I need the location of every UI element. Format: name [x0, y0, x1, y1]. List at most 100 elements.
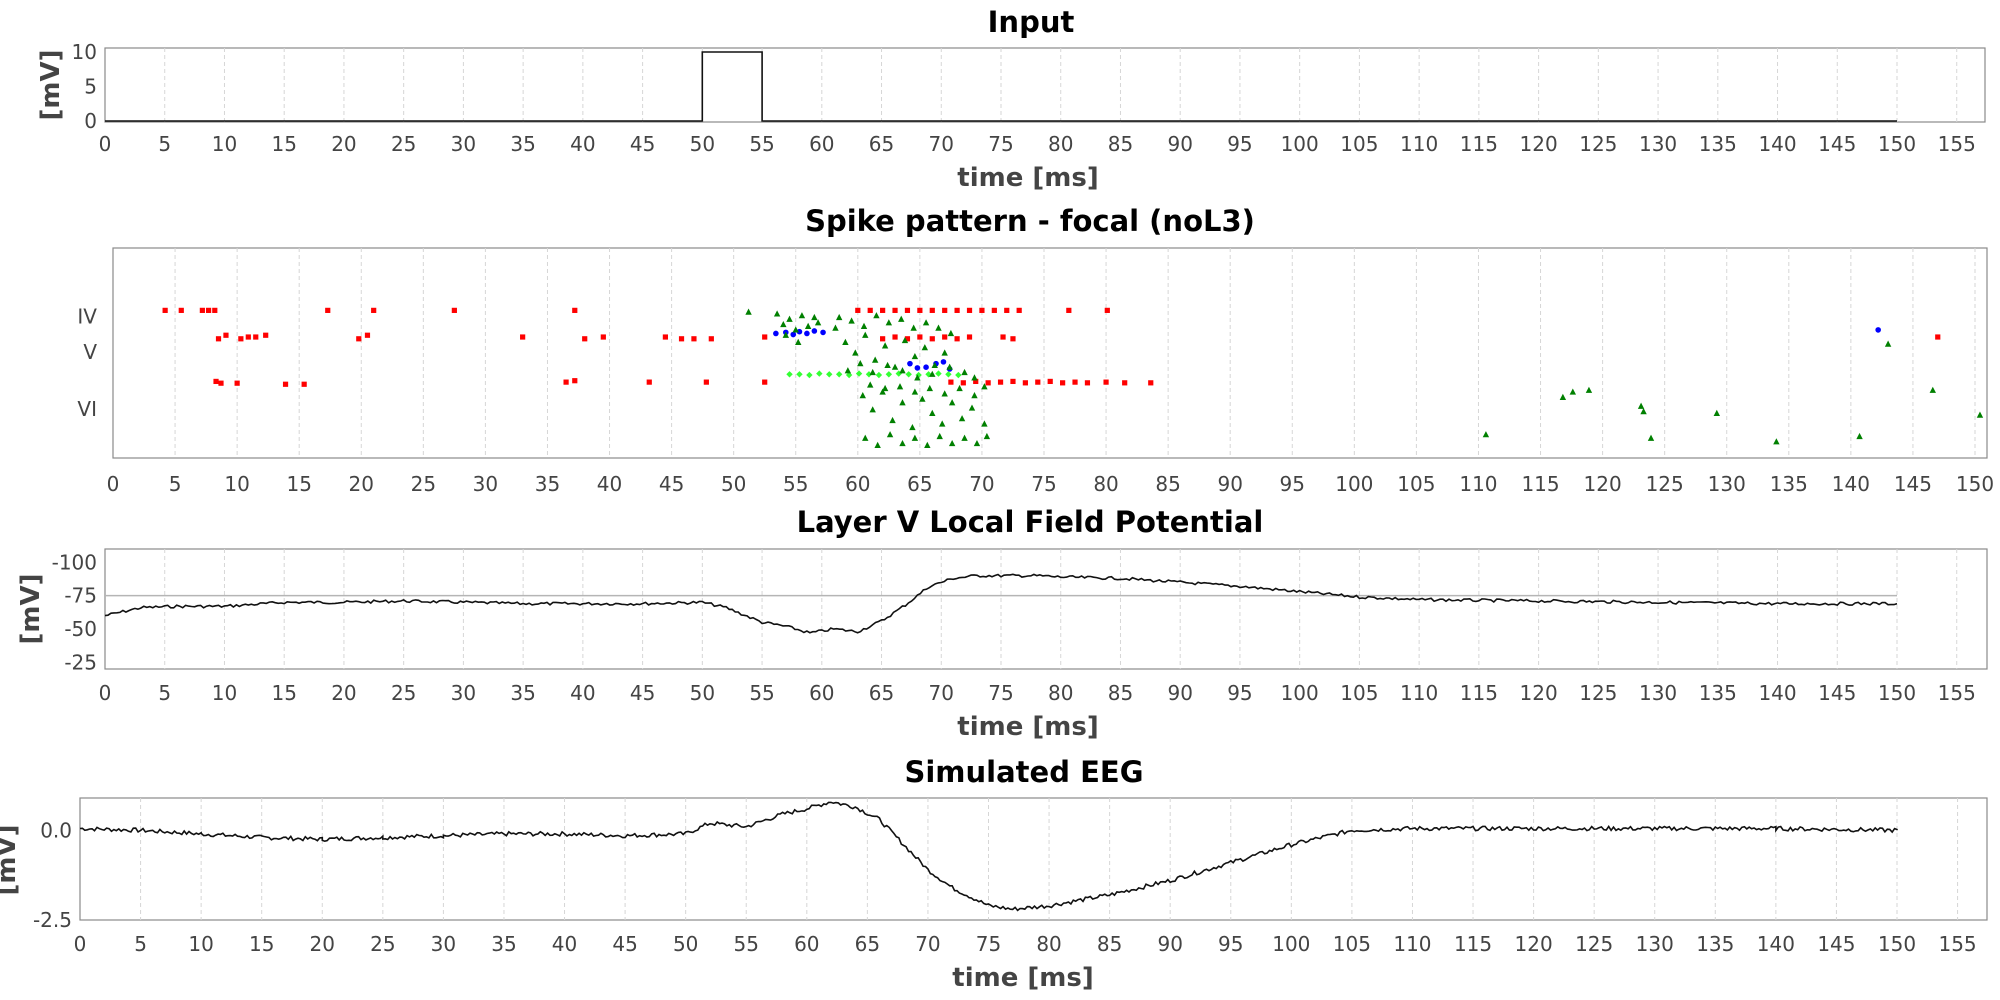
spikes-x-tick-label: 115	[1521, 472, 1559, 496]
spike-square	[238, 336, 244, 342]
lfp-x-tick-label: 105	[1340, 681, 1378, 705]
spikes-layer-label: V	[83, 340, 97, 364]
spike-triangle	[884, 361, 891, 369]
spike-triangle	[1569, 388, 1577, 395]
lfp-ylabel: [mV]	[16, 574, 46, 645]
spike-square	[1035, 379, 1041, 385]
eeg-y-ticks: 0.0 -2.5	[33, 818, 72, 932]
spikes-x-tick-label: 70	[969, 472, 994, 496]
spike-triangle	[782, 331, 790, 338]
spike-triangle	[910, 324, 917, 331]
spikes-x-tick-label: 80	[1093, 472, 1118, 496]
spikes-x-tick-label: 150	[1956, 472, 1994, 496]
input-x-tick-label: 80	[1048, 132, 1073, 156]
spike-circle	[811, 328, 818, 334]
spike-circle	[804, 330, 810, 337]
eeg-x-tick-label: 130	[1636, 932, 1674, 956]
lfp-x-tick-label: 85	[1108, 681, 1133, 705]
spike-triangle	[922, 319, 930, 326]
spike-triangle	[956, 384, 963, 392]
lfp-x-tick-label: 25	[391, 681, 416, 705]
lfp-x-tick-label: 45	[630, 681, 655, 705]
eeg-x-tick-label: 95	[1218, 932, 1243, 956]
lfp-title: Layer V Local Field Potential	[797, 505, 1264, 539]
spikes-x-tick-label: 65	[907, 472, 932, 496]
eeg-x-tick-label: 155	[1938, 932, 1976, 956]
input-y-tick-label: 0	[84, 109, 97, 133]
spike-circle	[1875, 327, 1881, 333]
eeg-x-tick-label: 70	[915, 932, 940, 956]
spike-triangle	[899, 399, 906, 406]
spike-triangle	[811, 313, 818, 321]
spike-square	[245, 334, 251, 340]
spike-square	[966, 334, 973, 340]
spikes-title: Spike pattern - focal (noL3)	[805, 204, 1255, 238]
spike-square	[213, 378, 219, 385]
lfp-x-tick-label: 40	[570, 681, 595, 705]
lfp-y-tick-label: -50	[64, 617, 97, 641]
spike-triangle	[832, 324, 839, 331]
lfp-x-tick-label: 80	[1048, 681, 1073, 705]
spike-triangle	[948, 439, 956, 447]
input-x-tick-label: 0	[99, 132, 112, 156]
input-plot-area	[104, 47, 1986, 123]
spike-square	[263, 332, 269, 338]
input-x-tick-label: 95	[1227, 132, 1252, 156]
spikes-layer-label: IV	[77, 305, 97, 329]
spikes-layer-labels: IV V VI	[77, 305, 97, 421]
lfp-x-tick-label: 0	[99, 681, 112, 705]
spike-square	[942, 334, 948, 340]
spike-diamond	[905, 371, 912, 378]
spike-circle	[907, 360, 913, 367]
input-x-tick-label: 35	[510, 132, 535, 156]
spike-diamond	[945, 371, 952, 378]
spike-square	[199, 307, 205, 313]
lfp-x-tick-label: 135	[1699, 681, 1737, 705]
spike-square	[948, 379, 954, 385]
spike-triangle	[867, 381, 874, 388]
spike-triangle	[1856, 432, 1863, 440]
spike-circle	[914, 365, 921, 371]
spikes-x-tick-label: 75	[1031, 472, 1056, 496]
spike-square	[234, 380, 240, 386]
spike-diamond	[855, 370, 863, 377]
spikes-grid	[174, 248, 1976, 458]
spike-triangle	[941, 390, 948, 397]
lfp-plot-area	[104, 548, 1988, 670]
lfp-x-tick-label: 15	[271, 681, 296, 705]
spike-circle	[773, 330, 779, 337]
spike-square	[1084, 380, 1091, 386]
spike-square	[364, 332, 371, 338]
eeg-x-tick-label: 50	[673, 932, 698, 956]
spike-square	[991, 307, 997, 313]
spikes-points	[162, 307, 1984, 448]
input-x-tick-label: 85	[1108, 132, 1133, 156]
lfp-y-tick-label: -25	[64, 650, 97, 674]
spikes-x-tick-label: 25	[411, 472, 436, 496]
spike-triangle	[1559, 393, 1567, 400]
spike-triangle	[961, 434, 968, 441]
spike-square	[371, 307, 377, 313]
spike-square	[973, 378, 979, 385]
spike-triangle	[973, 439, 981, 447]
eeg-x-tick-label: 80	[1036, 932, 1061, 956]
spike-square	[904, 336, 911, 342]
input-x-tick-label: 140	[1758, 132, 1796, 156]
input-x-tick-label: 50	[690, 132, 715, 156]
spikes-x-tick-label: 95	[1280, 472, 1305, 496]
spikes-x-tick-label: 130	[1708, 472, 1746, 496]
spike-triangle	[1637, 402, 1645, 409]
input-trace	[105, 51, 1897, 122]
input-y-ticks: 0 5 10	[72, 40, 97, 133]
spike-square	[1103, 379, 1109, 385]
spike-square	[954, 336, 960, 342]
spike-triangle	[968, 404, 976, 411]
spikes-x-tick-label: 85	[1155, 472, 1180, 496]
spike-triangle	[842, 338, 849, 345]
spike-triangle	[1713, 409, 1721, 416]
spike-triangle	[961, 368, 968, 376]
spike-triangle	[1482, 431, 1490, 438]
spike-triangle	[835, 313, 843, 321]
eeg-x-tick-label: 90	[1157, 932, 1182, 956]
spike-triangle	[886, 431, 894, 438]
